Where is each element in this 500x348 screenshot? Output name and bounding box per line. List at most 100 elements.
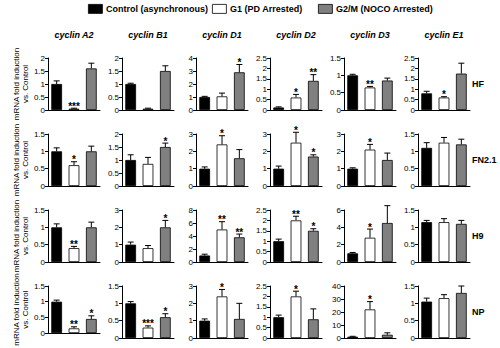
svg-text:*: * (294, 125, 298, 136)
svg-text:0: 0 (411, 106, 416, 115)
svg-text:1.5: 1.5 (404, 206, 416, 215)
svg-text:0.5: 0.5 (34, 164, 46, 173)
svg-text:2: 2 (115, 223, 120, 232)
svg-text:**: ** (235, 227, 243, 238)
svg-text:2: 2 (263, 147, 268, 156)
svg-text:1.5: 1.5 (108, 143, 120, 152)
svg-text:*: * (294, 284, 298, 295)
svg-text:2: 2 (41, 54, 46, 63)
svg-text:2.5: 2.5 (256, 54, 268, 63)
svg-text:2: 2 (189, 80, 194, 89)
svg-text:3: 3 (189, 282, 194, 291)
svg-text:0.5: 0.5 (108, 316, 120, 325)
svg-text:0: 0 (263, 182, 268, 191)
svg-text:0: 0 (337, 334, 342, 343)
svg-text:*: * (163, 306, 167, 317)
svg-text:0: 0 (411, 258, 416, 267)
svg-text:**: ** (70, 319, 78, 330)
svg-text:0.5: 0.5 (108, 93, 120, 102)
svg-text:**: ** (366, 79, 374, 90)
svg-text:0: 0 (337, 258, 342, 267)
svg-text:0: 0 (115, 182, 120, 191)
svg-text:FN2.1: FN2.1 (472, 155, 497, 165)
svg-text:HF: HF (472, 79, 484, 89)
svg-text:1.5: 1.5 (34, 282, 46, 291)
svg-text:1: 1 (263, 313, 268, 322)
svg-text:1.5: 1.5 (34, 67, 46, 76)
svg-text:0.5: 0.5 (404, 164, 416, 173)
svg-text:*: * (368, 222, 372, 233)
svg-text:cyclin D2: cyclin D2 (276, 30, 316, 40)
svg-text:2.5: 2.5 (404, 54, 416, 63)
svg-text:4: 4 (189, 54, 194, 63)
svg-text:0: 0 (189, 106, 194, 115)
svg-text:0: 0 (263, 258, 268, 267)
svg-text:*: * (72, 154, 76, 165)
svg-text:**: ** (309, 67, 317, 78)
svg-text:2: 2 (263, 64, 268, 73)
svg-text:2.5: 2.5 (256, 206, 268, 215)
svg-text:cyclin B1: cyclin B1 (128, 30, 168, 40)
svg-text:2: 2 (337, 147, 342, 156)
svg-text:2: 2 (189, 299, 194, 308)
svg-text:0.5: 0.5 (256, 95, 268, 104)
svg-text:*: * (163, 213, 167, 224)
svg-text:***: *** (142, 318, 154, 329)
svg-text:1: 1 (411, 85, 416, 94)
svg-text:3: 3 (189, 130, 194, 139)
svg-text:40: 40 (332, 282, 341, 291)
svg-text:***: *** (68, 101, 80, 112)
svg-text:0: 0 (263, 334, 268, 343)
svg-text:0.5: 0.5 (34, 313, 46, 322)
svg-text:2: 2 (115, 130, 120, 139)
svg-text:1.5: 1.5 (256, 74, 268, 83)
svg-text:vs. Control: vs. Control (21, 290, 30, 328)
svg-text:2: 2 (411, 64, 416, 73)
svg-text:3: 3 (189, 67, 194, 76)
svg-text:1: 1 (115, 80, 120, 89)
svg-text:1.5: 1.5 (256, 226, 268, 235)
svg-text:1: 1 (411, 299, 416, 308)
svg-text:*: * (294, 87, 298, 98)
svg-text:0: 0 (189, 334, 194, 343)
svg-text:0: 0 (337, 182, 342, 191)
svg-text:1: 1 (41, 147, 46, 156)
svg-text:1: 1 (115, 156, 120, 165)
svg-text:mRNA fold induction: mRNA fold induction (12, 200, 21, 272)
svg-text:0.5: 0.5 (404, 95, 416, 104)
svg-text:cyclin E1: cyclin E1 (424, 30, 463, 40)
svg-text:2: 2 (189, 245, 194, 254)
svg-text:1: 1 (263, 164, 268, 173)
svg-text:0: 0 (41, 182, 46, 191)
svg-text:2: 2 (337, 240, 342, 249)
svg-text:*: * (368, 137, 372, 148)
svg-text:G2/M (NOCO Arrested): G2/M (NOCO Arrested) (336, 4, 433, 14)
svg-text:3: 3 (263, 130, 268, 139)
svg-text:1.5: 1.5 (256, 302, 268, 311)
svg-text:cyclin A2: cyclin A2 (54, 30, 93, 40)
svg-text:8: 8 (189, 206, 194, 215)
svg-text:1: 1 (115, 299, 120, 308)
svg-text:0: 0 (189, 258, 194, 267)
svg-text:0: 0 (41, 258, 46, 267)
svg-text:1: 1 (263, 237, 268, 246)
svg-text:3: 3 (115, 206, 120, 215)
svg-text:NP: NP (472, 307, 485, 317)
svg-text:4: 4 (337, 223, 342, 232)
svg-text:1: 1 (411, 147, 416, 156)
svg-text:*: * (311, 221, 315, 232)
svg-text:cyclin D3: cyclin D3 (350, 30, 390, 40)
svg-text:2.5: 2.5 (256, 282, 268, 291)
svg-text:1: 1 (189, 164, 194, 173)
svg-text:*: * (89, 308, 93, 319)
svg-text:6: 6 (189, 219, 194, 228)
svg-text:*: * (237, 57, 241, 68)
svg-text:1: 1 (189, 316, 194, 325)
svg-text:1: 1 (263, 85, 268, 94)
svg-text:*: * (368, 294, 372, 305)
svg-text:*: * (220, 282, 224, 293)
svg-text:0: 0 (41, 106, 46, 115)
svg-text:*: * (311, 147, 315, 158)
svg-text:0: 0 (411, 182, 416, 191)
svg-text:0: 0 (411, 334, 416, 343)
